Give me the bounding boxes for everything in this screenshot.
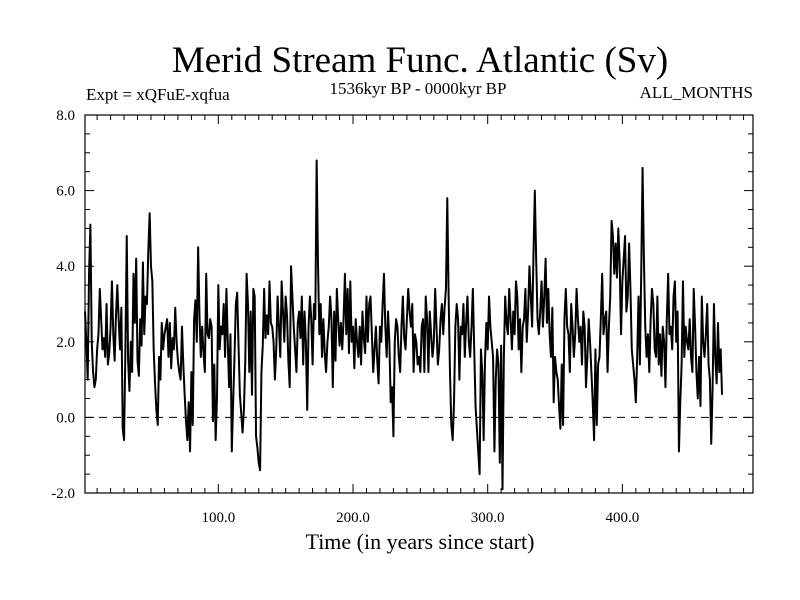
series-line <box>84 159 724 491</box>
x-axis: 100.0 200.0 300.0 400.0 <box>96 115 745 526</box>
x-tick-label: 100.0 <box>201 510 235 526</box>
x-tick-label: 400.0 <box>605 510 639 526</box>
x-tick-label: 200.0 <box>336 510 370 526</box>
time-range-label: 1536kyr BP - 0000kyr BP <box>330 79 507 98</box>
experiment-label: Expt = xQFuE-xqfua <box>86 85 230 104</box>
plot-frame <box>84 114 754 494</box>
x-axis-label: Time (in years since start) <box>306 529 535 554</box>
y-tick-label: 8.0 <box>56 108 75 124</box>
y-tick-label: 4.0 <box>56 259 75 275</box>
y-tick-label: 6.0 <box>56 184 75 200</box>
x-tick-label: 300.0 <box>471 510 505 526</box>
y-tick-label: 2.0 <box>56 335 75 351</box>
y-tick-label: -2.0 <box>51 486 75 502</box>
months-label: ALL_MONTHS <box>640 83 753 102</box>
y-tick-label: 0.0 <box>56 410 75 426</box>
chart-title: Merid Stream Func. Atlantic (Sv) <box>172 40 668 81</box>
